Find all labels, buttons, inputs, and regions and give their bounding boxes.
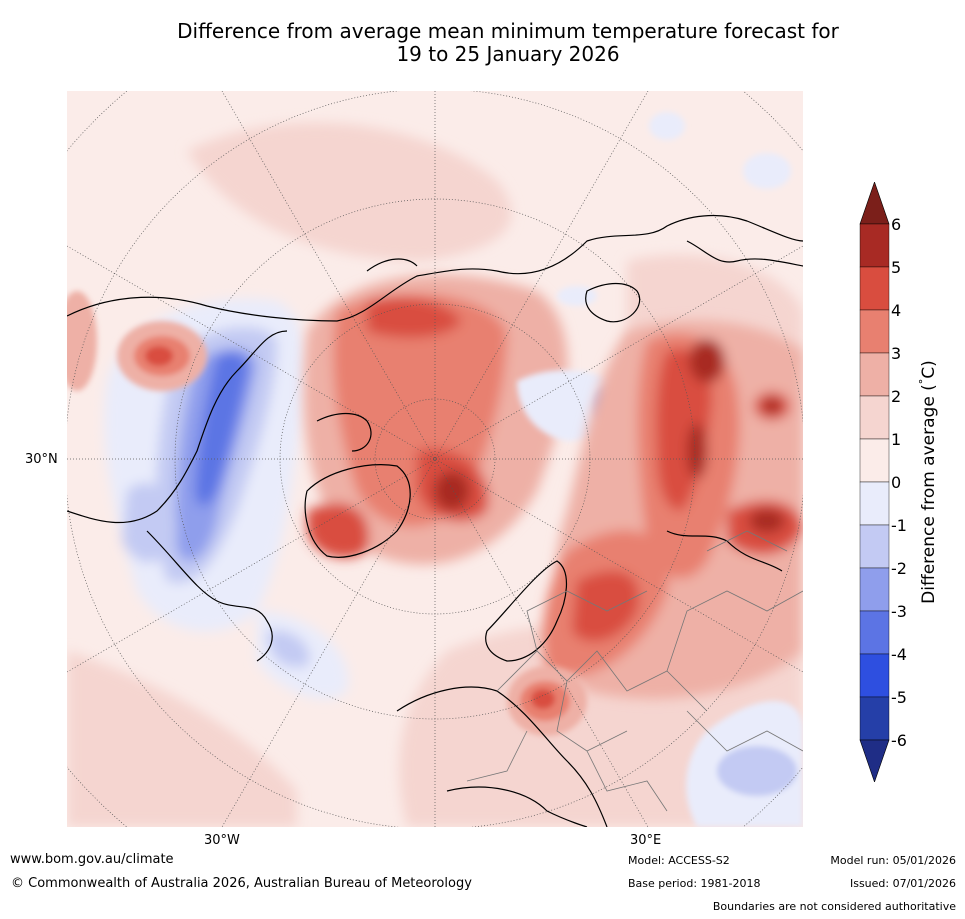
coastlines [67, 214, 803, 827]
longitude-label-30w: 30°W [204, 833, 240, 848]
colorbar [859, 182, 890, 782]
colorbar-tick-label: -6 [891, 731, 907, 750]
colorbar-band [859, 653, 890, 698]
colorbar-tick-label: -4 [891, 645, 907, 664]
model-name: Model: ACCESS-S2 [628, 854, 730, 867]
colorbar-tick-label: -5 [891, 688, 907, 707]
title-line-1: Difference from average mean minimum tem… [177, 19, 839, 43]
colorbar-tick-label: -1 [891, 516, 907, 535]
colorbar-title: Difference from average (°C) [917, 360, 939, 604]
arctic-warm-anomaly [303, 274, 568, 565]
website-link[interactable]: www.bom.gov.au/climate [10, 852, 174, 867]
colorbar-band [859, 610, 890, 655]
colorbar-tick-label: -2 [891, 559, 907, 578]
issued-date: Issued: 07/01/2026 [849, 877, 956, 890]
colorbar-title-text: Difference from average ( [918, 384, 939, 604]
latitude-label-30n: 30°N [25, 452, 58, 467]
colorbar-band [859, 395, 890, 440]
colorbar-bands [859, 182, 890, 782]
colorbar-band [859, 309, 890, 354]
black-sea-warm-anomaly [507, 666, 587, 736]
colorbar-band [859, 266, 890, 311]
siberia-hot-anomaly [543, 320, 803, 699]
colorbar-extend-low [859, 739, 890, 782]
colorbar-title-degree: ° [917, 378, 931, 385]
colorbar-tick-label: 1 [891, 430, 902, 449]
canada-cold-anomaly [104, 298, 349, 700]
forecast-map [67, 91, 803, 827]
copyright-text: © Commonwealth of Australia 2026, Austra… [11, 876, 472, 891]
colorbar-band [859, 524, 890, 569]
colorbar-band [859, 352, 890, 397]
colorbar-tick-label: 6 [891, 215, 902, 234]
title-line-2: 19 to 25 January 2026 [396, 42, 620, 66]
map-graphic [67, 91, 803, 827]
colorbar-band [859, 696, 890, 741]
colorbar-title-unit: C) [918, 360, 939, 379]
colorbar-tick-label: 5 [891, 258, 902, 277]
country-boundaries [466, 530, 803, 812]
colorbar-band [859, 567, 890, 612]
colorbar-tick-label: 4 [891, 301, 902, 320]
longitude-label-30e: 30°E [630, 833, 662, 848]
colorbar-band [859, 481, 890, 526]
colorbar-band [859, 438, 890, 483]
colorbar-band [859, 223, 890, 268]
pacific-cool-anomaly [557, 112, 803, 827]
graticule [67, 91, 803, 827]
boundaries-disclaimer: Boundaries are not considered authoritat… [712, 900, 956, 913]
colorbar-tick-label: 2 [891, 387, 902, 406]
colorbar-tick-label: 0 [891, 473, 902, 492]
base-period: Base period: 1981-2018 [628, 877, 761, 890]
model-run-date: Model run: 05/01/2026 [830, 854, 956, 867]
alaska-warm-anomaly [67, 291, 207, 391]
colorbar-extend-high [859, 182, 890, 225]
colorbar-tick-label: -3 [891, 602, 907, 621]
colorbar-tick-label: 3 [891, 344, 902, 363]
map-title: Difference from average mean minimum tem… [0, 20, 965, 66]
